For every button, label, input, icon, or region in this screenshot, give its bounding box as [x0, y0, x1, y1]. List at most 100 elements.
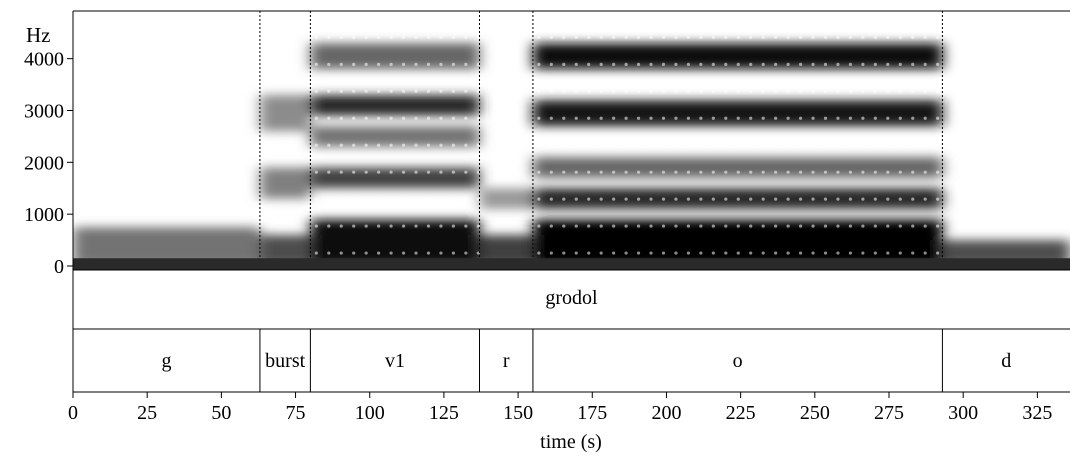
harmonic-dot — [377, 197, 381, 201]
harmonic-dot — [612, 224, 616, 228]
harmonic-dot — [451, 224, 456, 228]
harmonic-dot — [923, 197, 927, 201]
y-tick-label-1000: 1000 — [24, 204, 64, 226]
harmonic-dot — [936, 35, 940, 40]
harmonic-dot — [661, 224, 666, 228]
harmonic-dot — [624, 35, 628, 40]
harmonic-dot — [314, 143, 318, 147]
harmonic-dot — [786, 62, 790, 66]
harmonic-dot — [836, 89, 840, 93]
harmonic-dot — [736, 116, 740, 120]
harmonic-dot — [401, 197, 406, 201]
harmonic-dot — [761, 116, 765, 120]
harmonic-dot — [314, 170, 318, 174]
harmonic-dot — [426, 251, 431, 255]
harmonic-dot — [389, 143, 393, 147]
harmonic-dot — [339, 89, 343, 93]
harmonic-dot — [587, 89, 591, 93]
harmonic-dot — [612, 35, 616, 40]
harmonic-dot — [674, 89, 678, 93]
harmonic-dot — [661, 62, 666, 66]
harmonic-dot — [686, 251, 691, 255]
harmonic-dot — [823, 89, 828, 93]
harmonic-dot — [352, 143, 356, 147]
harmonic-dot — [848, 197, 853, 201]
harmonic-dot — [364, 143, 368, 147]
harmonic-dot — [923, 170, 927, 174]
harmonic-dot — [624, 224, 628, 228]
harmonic-dot — [661, 197, 666, 201]
harmonic-dot — [339, 116, 343, 120]
harmonic-dot — [562, 116, 566, 120]
harmonic-dot — [911, 224, 915, 228]
harmonic-dot — [414, 224, 418, 228]
harmonic-dot — [587, 251, 591, 255]
harmonic-dot — [562, 143, 566, 147]
harmonic-dot — [873, 62, 877, 66]
harmonic-dot — [699, 89, 703, 93]
energy-band-1-1 — [259, 167, 311, 199]
harmonic-dot — [724, 89, 728, 93]
harmonic-dot — [836, 35, 840, 40]
energy-band-2-1 — [310, 167, 480, 189]
harmonic-dot — [674, 116, 678, 120]
segment-label-burst: burst — [265, 350, 305, 372]
harmonic-dot — [699, 251, 703, 255]
harmonic-dot — [587, 116, 591, 120]
harmonic-dot — [476, 224, 480, 228]
harmonic-dot — [711, 251, 715, 255]
harmonic-dot — [389, 224, 393, 228]
harmonic-dot — [936, 89, 940, 93]
segment-boundary-lines — [259, 11, 943, 270]
harmonic-dot — [599, 89, 603, 93]
harmonic-dot — [724, 62, 728, 66]
harmonic-dot — [451, 62, 456, 66]
harmonic-dot — [774, 35, 778, 40]
harmonic-dot — [464, 35, 468, 40]
harmonic-dot — [811, 170, 815, 174]
harmonic-dot — [774, 143, 778, 147]
harmonic-dot — [377, 35, 381, 40]
harmonic-dot — [823, 35, 828, 40]
harmonic-dot — [562, 89, 566, 93]
x-tick-label-325: 325 — [1022, 402, 1052, 424]
harmonic-dot — [936, 251, 940, 255]
harmonic-dot — [537, 251, 541, 255]
harmonic-dot — [562, 35, 566, 40]
harmonic-dot — [401, 116, 406, 120]
harmonic-dot — [426, 62, 431, 66]
harmonic-dot — [886, 251, 890, 255]
harmonic-dot — [636, 35, 641, 40]
harmonic-dot — [624, 89, 628, 93]
harmonic-dot — [861, 143, 865, 147]
harmonic-dot — [873, 89, 877, 93]
harmonic-dot — [674, 35, 678, 40]
harmonic-dot — [836, 251, 840, 255]
harmonic-dot — [686, 35, 691, 40]
harmonic-dot — [749, 170, 753, 174]
harmonic-dot — [649, 143, 653, 147]
harmonic-dot — [562, 62, 566, 66]
harmonic-dot — [401, 143, 406, 147]
harmonic-dot — [786, 89, 790, 93]
harmonic-dot — [377, 224, 381, 228]
harmonic-dot — [389, 197, 393, 201]
harmonic-dot — [711, 170, 715, 174]
harmonic-dot — [936, 143, 940, 147]
harmonic-dot — [749, 197, 753, 201]
harmonic-dot — [414, 197, 418, 201]
harmonic-dot — [439, 224, 443, 228]
harmonic-dot — [327, 89, 331, 93]
harmonic-dot — [873, 143, 877, 147]
harmonic-dot — [377, 89, 381, 93]
harmonic-dot — [426, 224, 431, 228]
harmonic-dot — [936, 224, 940, 228]
harmonic-dot — [724, 116, 728, 120]
harmonic-dot — [699, 143, 703, 147]
harmonic-dot — [352, 170, 356, 174]
harmonic-dot — [898, 170, 902, 174]
harmonic-dot — [562, 197, 566, 201]
y-axis: 0 1000 2000 3000 4000 — [24, 49, 73, 278]
harmonic-dot — [923, 89, 927, 93]
harmonic-dot — [898, 35, 902, 40]
